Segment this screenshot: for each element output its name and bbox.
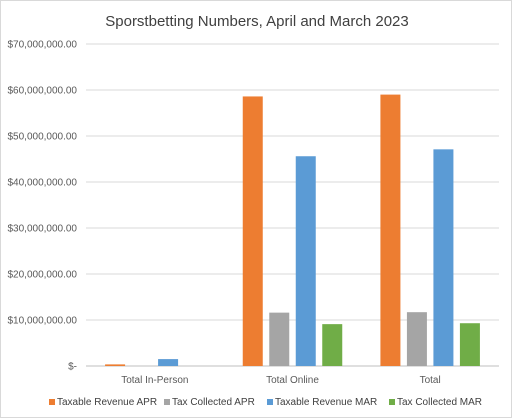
legend-label: Tax Collected APR (172, 397, 255, 408)
legend-swatch (267, 399, 273, 405)
bar (322, 324, 343, 366)
bar (380, 94, 401, 366)
bar (269, 312, 290, 366)
y-tick-label: $30,000,000.00 (7, 224, 77, 235)
legend: Taxable Revenue APR Tax Collected APR Taxa… (49, 397, 482, 408)
bar (158, 359, 179, 366)
legend-label: Tax Collected MAR (397, 397, 482, 408)
bar (459, 323, 480, 366)
y-axis-tick-labels: $- $10,000,000.00 $20,000,000.00 $30,000,00… (7, 40, 77, 373)
bar (105, 364, 126, 366)
bar (433, 149, 454, 366)
legend-label: Taxable Revenue APR (57, 397, 157, 408)
legend-swatch (389, 399, 395, 405)
x-category-label: Total (420, 375, 441, 386)
x-axis-category-labels: Total In-Person Total Online Total (121, 375, 441, 386)
bar (295, 156, 316, 366)
y-tick-label: $70,000,000.00 (7, 40, 77, 51)
y-tick-label: $60,000,000.00 (7, 86, 77, 97)
y-tick-label: $50,000,000.00 (7, 132, 77, 143)
legend-swatch (49, 399, 55, 405)
bar (242, 96, 263, 366)
y-tick-label: $- (68, 362, 77, 373)
gridlines (86, 43, 499, 367)
y-tick-label: $10,000,000.00 (7, 316, 77, 327)
y-tick-label: $40,000,000.00 (7, 178, 77, 189)
legend-swatch (164, 399, 170, 405)
bars (105, 94, 480, 366)
x-category-label: Total In-Person (121, 375, 188, 386)
chart-title: Sporstbetting Numbers, April and March 2… (105, 13, 409, 30)
y-tick-label: $20,000,000.00 (7, 270, 77, 281)
x-category-label: Total Online (266, 375, 319, 386)
bar (406, 312, 427, 366)
legend-label: Taxable Revenue MAR (275, 397, 377, 408)
